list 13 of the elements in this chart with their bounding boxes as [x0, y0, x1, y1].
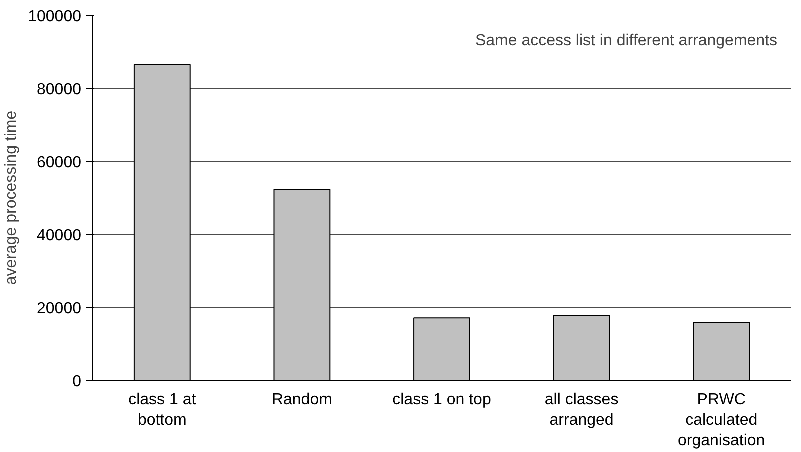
x-tick-label: all classes arranged: [544, 392, 619, 429]
y-tick-label: 80000: [37, 82, 82, 98]
x-tick-label: class 1 at bottom: [128, 392, 197, 429]
x-tick-label: PRWC calculated organisation: [678, 392, 766, 450]
y-tick-label: 0: [72, 374, 82, 390]
x-tick-label: class 1 on top: [392, 392, 492, 408]
annotation: Same access list in different arrangements: [475, 32, 778, 50]
y-tick-label: 20000: [37, 300, 82, 318]
y-tick-label: 100000: [28, 8, 82, 26]
y-tick-label: 60000: [37, 154, 82, 172]
y-axis-title: average processing time: [3, 110, 20, 286]
y-tick-label: 40000: [37, 228, 82, 244]
x-tick-label: Random: [272, 392, 332, 408]
